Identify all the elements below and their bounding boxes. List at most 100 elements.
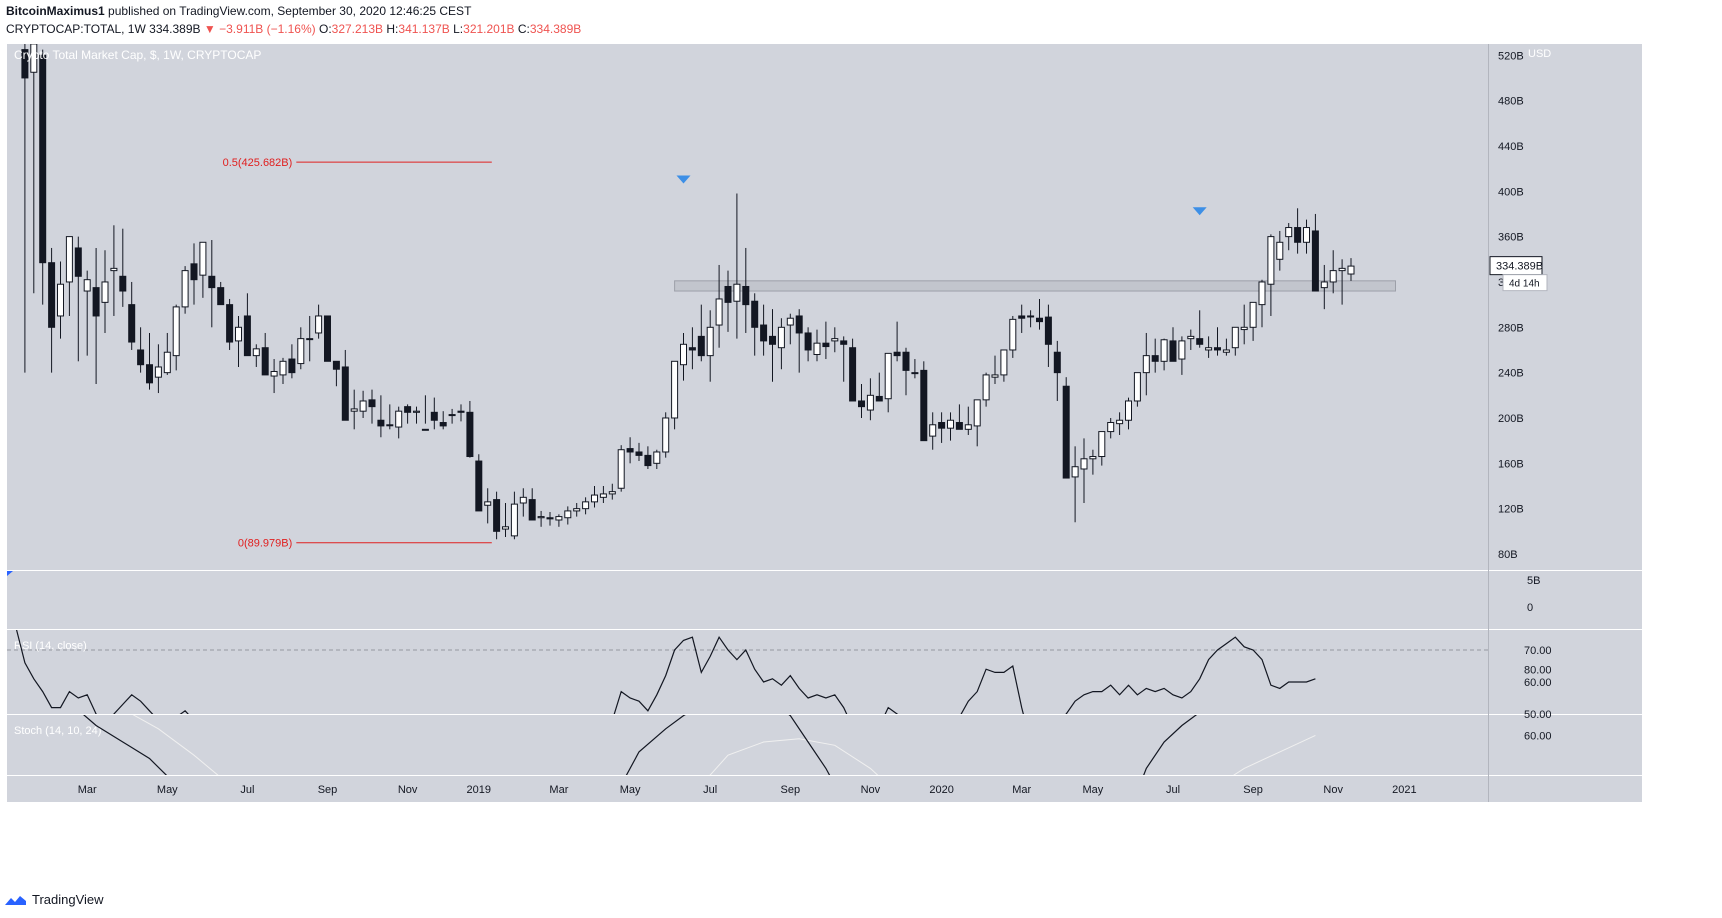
candle-up bbox=[413, 410, 420, 413]
candle-up bbox=[982, 374, 990, 401]
candle-up bbox=[1338, 267, 1346, 272]
time-tick-label: 2021 bbox=[1392, 784, 1416, 796]
candle-up bbox=[1303, 227, 1310, 243]
candle-down bbox=[1062, 385, 1070, 479]
candle-down bbox=[1311, 230, 1319, 292]
candle-down bbox=[119, 275, 127, 292]
candle-up bbox=[110, 267, 118, 272]
candle-up bbox=[1187, 335, 1195, 340]
candle-up bbox=[484, 501, 492, 506]
time-tick-label: Mar bbox=[78, 784, 97, 796]
price-tick-label: 480B bbox=[1498, 96, 1524, 108]
candle-up bbox=[1089, 456, 1097, 460]
candle-down bbox=[1169, 340, 1177, 362]
candle-down bbox=[742, 285, 750, 306]
stoch-label: Stoch (14, 10, 24) bbox=[14, 725, 101, 737]
price-tick-label: 160B bbox=[1498, 458, 1524, 470]
candle-up bbox=[1116, 419, 1124, 425]
candle-up bbox=[181, 270, 189, 308]
candle-up bbox=[297, 338, 305, 365]
time-tick-label: Nov bbox=[398, 784, 418, 796]
candle-up bbox=[911, 372, 919, 375]
candle-down bbox=[457, 410, 465, 413]
candle-up bbox=[777, 326, 785, 349]
candle-up bbox=[591, 494, 598, 503]
candle-down bbox=[858, 400, 865, 408]
price-tick-label: 240B bbox=[1498, 368, 1524, 380]
candle-down bbox=[92, 287, 100, 317]
candle-up bbox=[315, 315, 323, 334]
candle-down bbox=[137, 349, 145, 366]
candle-up bbox=[1205, 347, 1213, 351]
candle-down bbox=[243, 315, 251, 357]
candle-down bbox=[769, 335, 776, 345]
candle-up bbox=[199, 241, 207, 276]
open-label: O: bbox=[318, 22, 332, 36]
candle-up bbox=[555, 516, 563, 521]
time-tick-label: Jul bbox=[1166, 784, 1180, 796]
candle-up bbox=[421, 428, 429, 431]
candle-up bbox=[573, 508, 581, 512]
candle-up bbox=[83, 279, 91, 292]
candle-down bbox=[902, 351, 910, 371]
candle-up bbox=[599, 493, 607, 498]
candle-up bbox=[1142, 355, 1150, 374]
rsi-tick-label: 60.00 bbox=[1524, 677, 1552, 689]
candle-up bbox=[1240, 326, 1248, 331]
candle-up bbox=[964, 424, 972, 430]
high-label: H: bbox=[386, 22, 399, 36]
low-label: L: bbox=[453, 22, 464, 36]
candle-down bbox=[546, 517, 554, 520]
candle-up bbox=[502, 526, 509, 530]
candle-down bbox=[875, 395, 883, 402]
candle-up bbox=[57, 283, 64, 317]
candle-up bbox=[733, 283, 741, 302]
candle-up bbox=[1160, 339, 1168, 362]
candle-down bbox=[938, 422, 946, 429]
candle-down bbox=[190, 263, 198, 281]
candle-down bbox=[849, 347, 857, 402]
candle-down bbox=[261, 347, 269, 376]
author-name[interactable]: BitcoinMaximus1 bbox=[6, 4, 105, 18]
candle-down bbox=[226, 304, 234, 343]
candle-up bbox=[101, 281, 109, 303]
candle-up bbox=[395, 410, 403, 428]
stoch-tick-label: 80.00 bbox=[1524, 664, 1552, 676]
candle-up bbox=[991, 374, 999, 378]
chart-area[interactable]: 0.5(425.682B) 0(89.979B) Crypto Total Mark… bbox=[0, 44, 1722, 890]
candle-up bbox=[1329, 270, 1337, 283]
candle-down bbox=[21, 49, 29, 79]
candle-down bbox=[493, 499, 501, 532]
symbol-label: CRYPTOCAP:TOTAL, 1W bbox=[6, 22, 146, 36]
candle-up bbox=[1125, 400, 1132, 421]
time-tick-label: Jul bbox=[240, 784, 254, 796]
candle-up bbox=[510, 503, 518, 537]
price-tick-label: 360B bbox=[1498, 232, 1524, 244]
candle-up bbox=[1098, 431, 1106, 458]
candle-down bbox=[475, 460, 483, 512]
candle-up bbox=[1347, 265, 1355, 275]
candle-up bbox=[163, 351, 171, 374]
candle-down bbox=[795, 315, 803, 334]
open-value: 327.213B bbox=[331, 22, 384, 36]
candle-up bbox=[1027, 315, 1035, 318]
candle-down bbox=[804, 332, 812, 351]
footer-brand[interactable]: TradingView bbox=[32, 892, 104, 907]
candle-up bbox=[1249, 301, 1257, 328]
candle-down bbox=[332, 360, 340, 370]
publish-info: BitcoinMaximus1 published on TradingView… bbox=[6, 4, 471, 18]
candle-up bbox=[973, 399, 981, 427]
chart-svg[interactable]: 0.5(425.682B) 0(89.979B) Crypto Total Mark… bbox=[0, 44, 1722, 890]
time-tick-label: Sep bbox=[1243, 784, 1263, 796]
candle-up bbox=[306, 338, 314, 341]
candle-down bbox=[893, 351, 901, 357]
fib-level-label: 0(89.979B) bbox=[238, 538, 292, 550]
time-tick-label: Mar bbox=[1012, 784, 1031, 796]
volume-tick-label: 5B bbox=[1527, 575, 1540, 587]
candle-up bbox=[1009, 318, 1017, 351]
candle-down bbox=[528, 499, 536, 521]
time-tick-label: 2020 bbox=[929, 784, 953, 796]
fib-level-label: 0.5(425.682B) bbox=[223, 157, 293, 169]
close-label: C: bbox=[517, 22, 530, 36]
candle-up bbox=[831, 338, 839, 342]
